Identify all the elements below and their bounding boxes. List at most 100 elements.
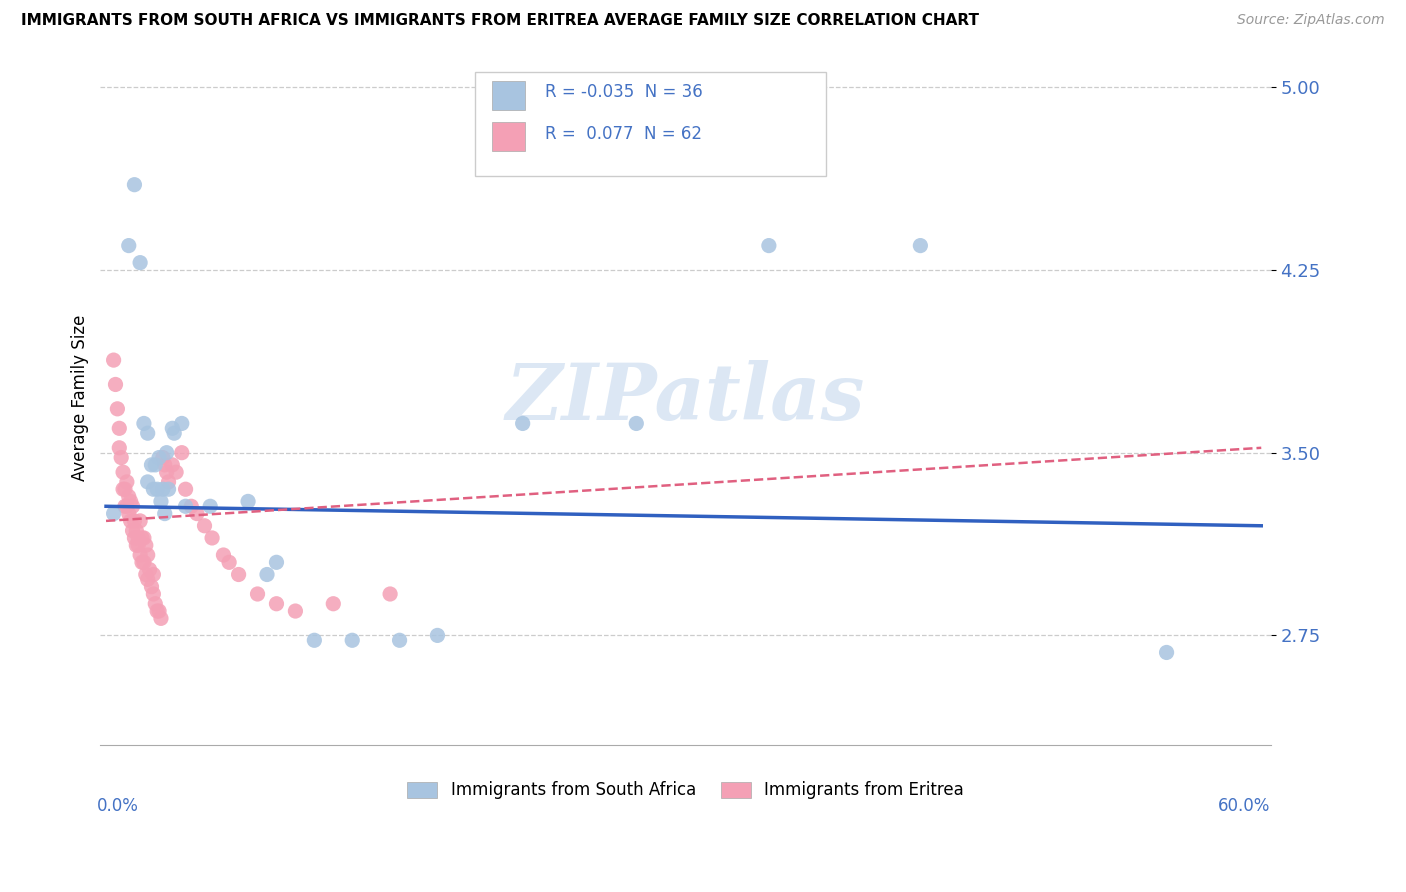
Point bbox=[136, 548, 159, 562]
Point bbox=[266, 555, 288, 569]
Point bbox=[135, 567, 157, 582]
Legend: Immigrants from South Africa, Immigrants from Eritrea: Immigrants from South Africa, Immigrants… bbox=[401, 775, 970, 806]
Y-axis label: Average Family Size: Average Family Size bbox=[72, 315, 89, 481]
Point bbox=[153, 458, 176, 472]
Text: Source: ZipAtlas.com: Source: ZipAtlas.com bbox=[1237, 13, 1385, 28]
Point bbox=[1156, 645, 1178, 659]
Point bbox=[758, 238, 780, 252]
Point bbox=[138, 563, 160, 577]
FancyBboxPatch shape bbox=[475, 71, 825, 176]
Point bbox=[115, 475, 138, 489]
Point bbox=[141, 580, 163, 594]
Point bbox=[124, 178, 146, 192]
Point bbox=[170, 445, 193, 459]
Point bbox=[135, 538, 157, 552]
Text: ZIPatlas: ZIPatlas bbox=[506, 359, 865, 436]
Point bbox=[910, 238, 932, 252]
Point bbox=[153, 507, 176, 521]
Point bbox=[120, 514, 142, 528]
Point bbox=[157, 475, 180, 489]
Point bbox=[246, 587, 269, 601]
Point bbox=[165, 465, 187, 479]
Point bbox=[112, 482, 135, 496]
Point bbox=[148, 604, 170, 618]
Point bbox=[149, 494, 172, 508]
Point bbox=[218, 555, 240, 569]
Point bbox=[121, 524, 143, 538]
Point bbox=[103, 507, 125, 521]
Point bbox=[186, 507, 208, 521]
Point bbox=[114, 500, 136, 514]
Point bbox=[127, 538, 149, 552]
Point bbox=[198, 500, 221, 514]
Point bbox=[162, 458, 184, 472]
Point bbox=[127, 531, 149, 545]
Point bbox=[112, 465, 135, 479]
Point bbox=[146, 482, 169, 496]
Point bbox=[378, 587, 401, 601]
FancyBboxPatch shape bbox=[492, 80, 526, 110]
Point bbox=[141, 458, 163, 472]
Point bbox=[108, 421, 131, 435]
Point bbox=[118, 507, 141, 521]
Point bbox=[146, 604, 169, 618]
Point bbox=[342, 633, 364, 648]
Point bbox=[108, 441, 131, 455]
Point bbox=[304, 633, 326, 648]
Point bbox=[115, 500, 138, 514]
Text: IMMIGRANTS FROM SOUTH AFRICA VS IMMIGRANTS FROM ERITREA AVERAGE FAMILY SIZE CORR: IMMIGRANTS FROM SOUTH AFRICA VS IMMIGRAN… bbox=[21, 13, 979, 29]
Point bbox=[170, 417, 193, 431]
Point bbox=[284, 604, 307, 618]
Point bbox=[174, 500, 197, 514]
Point bbox=[132, 555, 155, 569]
Text: 0.0%: 0.0% bbox=[97, 797, 139, 815]
Point bbox=[212, 548, 235, 562]
Point bbox=[118, 238, 141, 252]
Point bbox=[266, 597, 288, 611]
Point bbox=[136, 573, 159, 587]
FancyBboxPatch shape bbox=[492, 122, 526, 152]
Point bbox=[129, 255, 152, 269]
Point bbox=[152, 450, 174, 465]
Point bbox=[201, 531, 224, 545]
Point bbox=[132, 531, 155, 545]
Point bbox=[136, 475, 159, 489]
Point bbox=[124, 531, 146, 545]
Point bbox=[163, 426, 186, 441]
Point bbox=[132, 417, 155, 431]
Point bbox=[148, 450, 170, 465]
Point bbox=[118, 490, 141, 504]
Point bbox=[152, 482, 174, 496]
Point bbox=[174, 482, 197, 496]
Point bbox=[136, 426, 159, 441]
Point bbox=[256, 567, 278, 582]
Point bbox=[105, 401, 128, 416]
Point bbox=[426, 628, 449, 642]
Point bbox=[125, 524, 148, 538]
Point bbox=[103, 353, 125, 368]
Point bbox=[180, 500, 202, 514]
Point bbox=[228, 567, 250, 582]
Point bbox=[124, 514, 146, 528]
Point bbox=[162, 421, 184, 435]
Point bbox=[626, 417, 648, 431]
Point bbox=[143, 597, 166, 611]
Text: R = -0.035  N = 36: R = -0.035 N = 36 bbox=[546, 83, 703, 102]
Text: R =  0.077  N = 62: R = 0.077 N = 62 bbox=[546, 125, 702, 143]
Point bbox=[143, 458, 166, 472]
Point bbox=[512, 417, 534, 431]
Point bbox=[129, 514, 152, 528]
Point bbox=[193, 518, 215, 533]
Point bbox=[131, 555, 153, 569]
Point bbox=[129, 548, 152, 562]
Point bbox=[142, 587, 165, 601]
Text: 60.0%: 60.0% bbox=[1219, 797, 1271, 815]
Point bbox=[120, 494, 142, 508]
Point bbox=[236, 494, 259, 508]
Point bbox=[322, 597, 344, 611]
Point bbox=[156, 445, 179, 459]
Point bbox=[104, 377, 127, 392]
Point bbox=[131, 531, 153, 545]
Point bbox=[149, 611, 172, 625]
Point bbox=[156, 465, 179, 479]
